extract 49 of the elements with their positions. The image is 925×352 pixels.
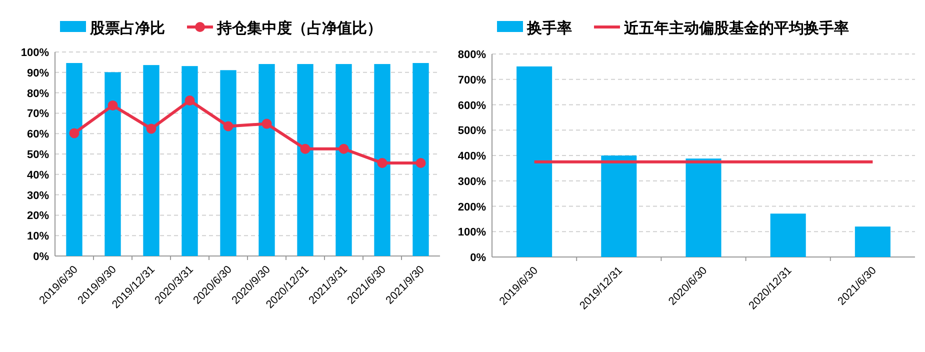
y-tick-label: 80% (26, 88, 50, 100)
bar (601, 156, 637, 257)
y-tick-label: 100% (458, 226, 486, 239)
bar (516, 66, 552, 257)
legend-label: 股票占净比 (89, 20, 165, 37)
bar (686, 158, 722, 257)
point (262, 118, 272, 129)
bar (258, 64, 275, 256)
y-tick-label: 40% (26, 169, 50, 182)
y-tick-label: 70% (26, 108, 50, 120)
y-tick-label: 600% (458, 100, 486, 112)
y-tick-label: 800% (458, 49, 486, 61)
point (69, 128, 80, 138)
y-tick-label: 500% (458, 125, 486, 138)
bar (854, 226, 890, 257)
bar (182, 66, 198, 256)
bar (104, 72, 121, 256)
y-tick-label: 10% (26, 230, 50, 243)
bar (66, 63, 82, 256)
point (338, 144, 349, 154)
point (300, 144, 310, 154)
y-tick-label: 200% (458, 201, 486, 214)
y-tick-label: 700% (458, 74, 486, 86)
y-tick-label: 300% (458, 176, 486, 188)
point (223, 121, 234, 132)
y-tick-label: 60% (26, 128, 50, 141)
bar (220, 70, 236, 256)
point (108, 100, 118, 110)
y-tick-label: 50% (26, 149, 50, 161)
bar (297, 64, 314, 256)
legend-label: 换手率 (526, 19, 572, 37)
bar (336, 64, 352, 256)
bar (770, 214, 806, 257)
bar (412, 63, 429, 256)
y-tick-label: 90% (26, 67, 50, 80)
y-tick-label: 20% (26, 210, 50, 222)
y-tick-label: 30% (26, 190, 50, 202)
bar (143, 65, 160, 256)
legend-label: 近五年主动偏股基金的平均换手率 (623, 19, 849, 37)
y-tick-label: 0% (33, 251, 50, 263)
y-tick-label: 0% (470, 252, 486, 264)
point (146, 124, 156, 134)
y-tick-label: 400% (458, 150, 486, 162)
legend-label: 持仓集中度（占净值比） (216, 19, 382, 37)
bar (374, 64, 390, 256)
point (416, 158, 426, 168)
point (184, 96, 195, 106)
y-tick-label: 100% (20, 47, 50, 59)
point (377, 158, 388, 168)
